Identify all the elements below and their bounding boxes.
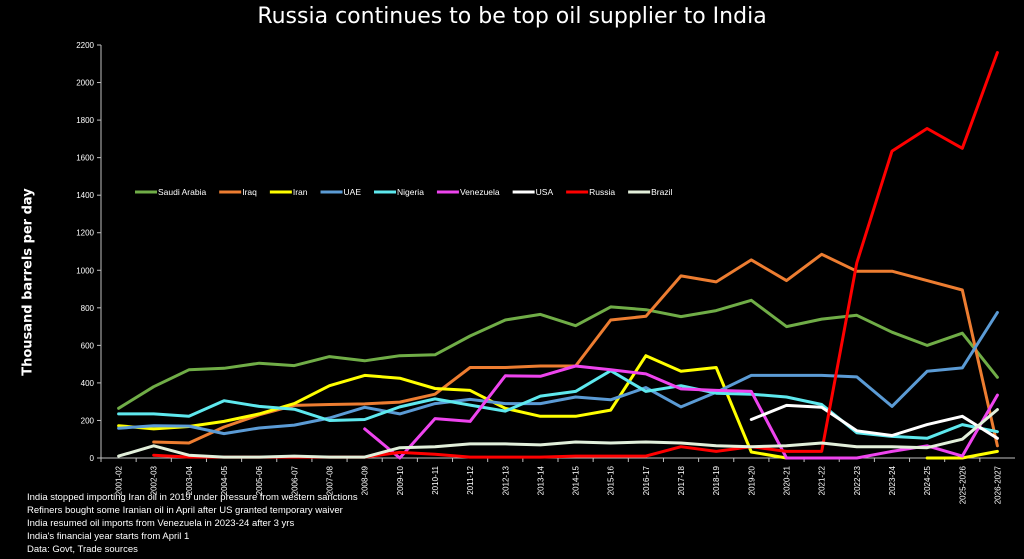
legend-label: Russia bbox=[589, 187, 615, 197]
legend-label: USA bbox=[536, 187, 554, 197]
x-tick-label: 2020-21 bbox=[783, 465, 792, 495]
series-lines bbox=[117, 51, 999, 460]
y-tick-label: 400 bbox=[81, 379, 95, 388]
y-tick-label: 2000 bbox=[76, 79, 94, 88]
y-tick-label: 1600 bbox=[76, 154, 94, 163]
note: Refiners bought some Iranian oil in Apri… bbox=[27, 505, 343, 516]
y-tick-label: 800 bbox=[81, 304, 95, 313]
x-tick-label: 2023-24 bbox=[888, 465, 897, 495]
x-tick-label: 2014-15 bbox=[572, 465, 581, 495]
note: India's financial year starts from April… bbox=[27, 531, 190, 542]
x-tick-label: 2024-25 bbox=[923, 465, 932, 495]
y-tick-label: 600 bbox=[81, 341, 95, 350]
x-tick-label: 2017-18 bbox=[677, 465, 686, 495]
x-tick-label: 2007-08 bbox=[326, 465, 335, 495]
y-tick-label: 200 bbox=[81, 416, 95, 425]
note: India resumed oil imports from Venezuela… bbox=[27, 518, 295, 529]
footnotes: India stopped importing Iran oil in 2019… bbox=[27, 491, 358, 556]
series-line-venezuela bbox=[363, 364, 999, 460]
y-tick-label: 1800 bbox=[76, 116, 94, 125]
x-tick-label: 2006-07 bbox=[290, 465, 299, 495]
y-tick-label: 1000 bbox=[76, 266, 94, 275]
legend-label: Brazil bbox=[651, 187, 672, 197]
legend-label: Venezuela bbox=[460, 187, 500, 197]
x-tick-label: 2013-14 bbox=[536, 465, 545, 495]
note: Data: Govt, Trade sources bbox=[27, 544, 138, 555]
x-tick-label: 2008-09 bbox=[361, 465, 370, 495]
legend-label: Iraq bbox=[242, 187, 257, 197]
note: India stopped importing Iran oil in 2019… bbox=[27, 492, 358, 503]
x-tick-label: 2021-22 bbox=[818, 465, 827, 495]
y-tick-label: 1400 bbox=[76, 191, 94, 200]
x-tick-label: 2022-23 bbox=[853, 465, 862, 495]
legend-label: UAE bbox=[344, 187, 362, 197]
x-tick-label: 2026-2027 bbox=[993, 465, 1002, 504]
x-tick-label: 2016-17 bbox=[642, 465, 651, 495]
legend-label: Iran bbox=[293, 187, 308, 197]
x-tick-label: 2002-03 bbox=[150, 465, 159, 495]
x-tick-label: 2001-02 bbox=[115, 465, 124, 495]
series-line-usa bbox=[749, 403, 999, 440]
x-tick-label: 2012-13 bbox=[501, 465, 510, 495]
series-line-saudi-arabia bbox=[117, 298, 999, 410]
legend-label: Nigeria bbox=[397, 187, 424, 197]
x-tick-label: 2009-10 bbox=[396, 465, 405, 495]
x-tick-label: 2004-05 bbox=[220, 465, 229, 495]
series-line-iran bbox=[117, 354, 999, 460]
x-tick-label: 2015-16 bbox=[607, 465, 616, 495]
x-tick-label: 2018-19 bbox=[712, 465, 721, 495]
legend: Saudi Arabia Iraq Iran UAE Nigeria Venezuela U… bbox=[135, 187, 672, 197]
y-tick-label: 1200 bbox=[76, 229, 94, 238]
series-line-brazil bbox=[117, 408, 999, 459]
series-line-uae bbox=[117, 311, 999, 436]
chart-title: Russia continues to be top oil supplier … bbox=[257, 4, 767, 29]
y-tick-label: 2200 bbox=[76, 41, 94, 50]
y-tick-label: 0 bbox=[90, 454, 95, 463]
x-tick-label: 2003-04 bbox=[185, 465, 194, 495]
x-tick-label: 2019-20 bbox=[747, 465, 756, 495]
x-tick-label: 2011-12 bbox=[466, 465, 475, 494]
x-tick-label: 2010-11 bbox=[431, 465, 440, 494]
x-tick-label: 2025-2026 bbox=[958, 465, 967, 504]
legend-label: Saudi Arabia bbox=[158, 187, 206, 197]
x-tick-label: 2005-06 bbox=[255, 465, 264, 495]
